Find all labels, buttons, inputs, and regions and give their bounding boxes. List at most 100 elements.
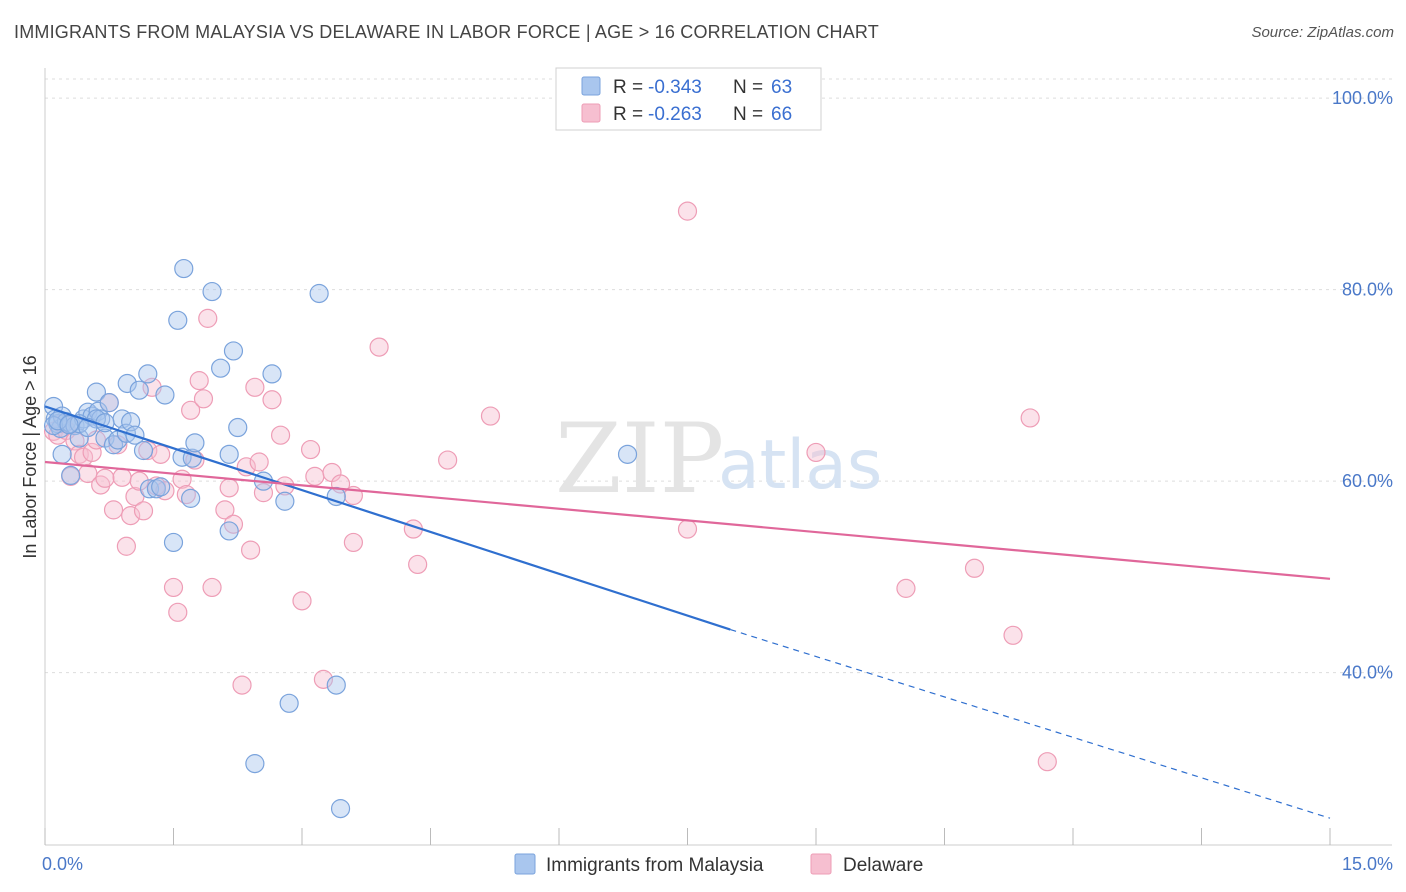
point-delaware: [964, 558, 985, 578]
legend-swatch-blue: [581, 76, 601, 96]
legend-swatch-pink: [581, 103, 601, 123]
point-malaysia: [59, 415, 79, 435]
correlation-legend: R = -0.343 N = 63 R = -0.263 N = 66: [555, 67, 822, 131]
point-malaysia: [117, 373, 137, 394]
point-malaysia: [211, 358, 231, 378]
y-axis-title: In Labor Force | Age > 16: [20, 355, 40, 558]
point-malaysia: [202, 281, 222, 302]
trend-line-malaysia-extension: [730, 628, 1331, 819]
watermark-atlas: atlas: [718, 426, 882, 505]
point-delaware: [369, 337, 389, 357]
grid-lines: [45, 78, 1392, 674]
point-malaysia: [279, 693, 299, 713]
point-malaysia: [168, 310, 188, 330]
point-delaware: [163, 577, 184, 598]
point-delaware: [193, 389, 214, 409]
series-legend-label-malaysia: Immigrants from Malaysia: [546, 855, 764, 876]
point-delaware: [198, 308, 218, 328]
y-tick-label: 80.0%: [1342, 280, 1393, 300]
point-delaware: [103, 500, 124, 520]
y-tick-label: 60.0%: [1342, 471, 1393, 491]
series-legend: Immigrants from Malaysia Delaware: [514, 853, 923, 876]
point-delaware: [275, 476, 295, 496]
point-malaysia: [155, 385, 175, 405]
point-malaysia: [617, 444, 638, 464]
point-delaware: [215, 500, 235, 520]
point-delaware: [219, 478, 239, 498]
point-malaysia: [228, 417, 248, 438]
point-malaysia: [245, 754, 265, 774]
point-delaware: [438, 450, 458, 470]
point-malaysia: [99, 393, 119, 413]
watermark-zip: ZIP: [555, 403, 724, 515]
point-delaware: [181, 400, 201, 420]
point-malaysia: [163, 532, 184, 553]
point-malaysia: [138, 364, 158, 384]
trend-line-delaware: [44, 460, 1331, 580]
point-delaware: [245, 377, 265, 397]
point-malaysia: [326, 675, 346, 695]
chart-title: IMMIGRANTS FROM MALAYSIA VS DELAWARE IN …: [14, 22, 880, 42]
point-malaysia: [52, 444, 72, 464]
legend-r-label-blue: R =: [613, 77, 643, 98]
point-delaware: [480, 406, 501, 426]
legend-r-value-blue: -0.343: [648, 77, 702, 98]
trend-line-malaysia: [44, 405, 731, 631]
point-delaware: [1003, 625, 1023, 645]
point-delaware: [262, 390, 282, 410]
point-malaysia: [61, 465, 81, 486]
point-delaware: [305, 466, 325, 486]
point-malaysia: [262, 364, 282, 384]
point-malaysia: [151, 477, 171, 497]
point-delaware: [677, 519, 698, 539]
point-delaware: [133, 501, 154, 521]
data-points: [43, 201, 1057, 819]
point-delaware: [121, 506, 141, 526]
point-delaware: [408, 554, 428, 575]
point-malaysia: [330, 799, 351, 819]
legend-n-label-pink: N =: [733, 104, 763, 125]
x-tick-label-last: 15.0%: [1342, 854, 1393, 874]
point-delaware: [253, 483, 274, 503]
point-delaware: [300, 439, 321, 460]
axes: 40.0% 60.0% 80.0% 100.0% 0.0% 15.0%: [42, 68, 1393, 874]
point-malaysia: [309, 283, 329, 304]
point-delaware: [896, 578, 916, 598]
point-malaysia: [181, 488, 201, 508]
point-delaware: [95, 468, 115, 488]
series-legend-swatch-malaysia: [514, 853, 536, 875]
point-malaysia: [223, 341, 244, 361]
point-malaysia: [174, 258, 194, 279]
point-delaware: [202, 577, 222, 598]
point-malaysia: [133, 440, 154, 461]
legend-r-label-pink: R =: [613, 104, 643, 125]
legend-n-value-pink: 66: [771, 104, 792, 125]
legend-n-label-blue: N =: [733, 77, 763, 98]
point-delaware: [343, 532, 363, 553]
trend-lines: [44, 405, 1331, 819]
y-tick-label: 100.0%: [1332, 88, 1393, 108]
point-malaysia: [185, 433, 205, 453]
point-delaware: [677, 201, 698, 221]
point-delaware: [82, 442, 102, 463]
point-delaware: [168, 602, 188, 622]
point-malaysia: [48, 411, 68, 431]
point-malaysia: [129, 380, 149, 400]
point-delaware: [1037, 752, 1057, 772]
point-delaware: [151, 444, 171, 464]
y-tick-label: 40.0%: [1342, 663, 1393, 683]
point-delaware: [270, 425, 291, 445]
point-delaware: [116, 536, 136, 556]
legend-r-value-pink: -0.263: [648, 104, 702, 125]
point-malaysia: [275, 491, 295, 511]
point-delaware: [1020, 408, 1040, 428]
legend-n-value-blue: 63: [771, 77, 792, 98]
point-delaware: [292, 591, 312, 611]
point-malaysia: [219, 521, 239, 541]
point-delaware: [138, 440, 158, 461]
series-legend-swatch-delaware: [810, 853, 832, 875]
point-malaysia: [86, 382, 107, 402]
point-delaware: [232, 675, 252, 695]
point-delaware: [249, 452, 269, 472]
